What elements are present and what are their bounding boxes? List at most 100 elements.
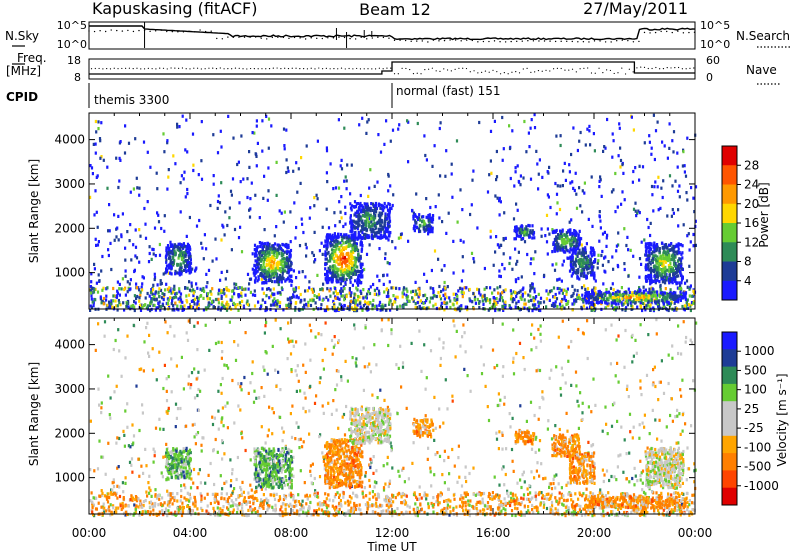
ground-scatter-cell bbox=[185, 294, 188, 298]
noise-cell bbox=[218, 201, 222, 205]
ground-scatter-cell bbox=[292, 293, 295, 297]
ground-scatter-cell bbox=[222, 304, 225, 308]
noise-cell bbox=[157, 213, 160, 217]
noise-cell bbox=[433, 144, 436, 148]
echo-cell bbox=[583, 271, 586, 275]
nave-point bbox=[318, 67, 320, 69]
ground-scatter-cell bbox=[382, 305, 385, 309]
ground-scatter-cell bbox=[317, 293, 320, 297]
echo-cell bbox=[424, 228, 427, 232]
echo-cell bbox=[343, 277, 346, 281]
echo-cell bbox=[354, 211, 357, 215]
nave-point bbox=[253, 67, 255, 70]
noise-cell bbox=[100, 121, 103, 125]
noise-cell bbox=[692, 232, 695, 237]
noise-cell bbox=[548, 232, 551, 236]
noise-cell bbox=[603, 256, 606, 260]
ground-scatter-cell bbox=[190, 289, 193, 293]
echo-cell bbox=[599, 291, 602, 295]
noise-cell bbox=[255, 119, 258, 123]
noise-cell bbox=[267, 287, 270, 291]
echo-cell bbox=[167, 264, 170, 268]
echo-cell bbox=[384, 212, 387, 216]
ground-scatter-cell bbox=[271, 299, 275, 303]
echo-cell bbox=[180, 251, 183, 255]
noise-cell bbox=[267, 117, 271, 121]
noise-cell bbox=[329, 287, 332, 291]
noise-cell bbox=[612, 188, 615, 192]
ground-scatter-cell bbox=[353, 292, 356, 296]
nave-point bbox=[208, 67, 210, 69]
echo-cell bbox=[351, 228, 354, 232]
echo-cell bbox=[287, 258, 291, 262]
noise-cell bbox=[118, 179, 121, 183]
echo-cell bbox=[647, 265, 650, 269]
ground-scatter-cell bbox=[232, 301, 235, 305]
nave-point bbox=[189, 68, 191, 70]
ground-scatter-cell bbox=[553, 303, 556, 307]
ground-scatter-cell bbox=[648, 287, 651, 291]
echo-cell bbox=[569, 228, 572, 232]
noise-cell bbox=[600, 253, 603, 258]
echo-cell bbox=[272, 246, 275, 251]
echo-cell bbox=[576, 274, 579, 278]
noise-cell bbox=[94, 237, 97, 241]
noise-cell bbox=[172, 154, 175, 158]
echo-cell bbox=[590, 265, 593, 269]
echo-cell bbox=[188, 251, 191, 255]
ground-scatter-cell bbox=[228, 289, 231, 293]
noise-cell bbox=[616, 205, 619, 209]
echo-cell bbox=[650, 277, 653, 281]
echo-cell bbox=[275, 266, 278, 270]
noise-cell bbox=[142, 140, 146, 144]
echo-cell bbox=[339, 273, 342, 277]
echo-cell bbox=[592, 265, 595, 269]
noise-cell bbox=[674, 179, 677, 183]
echo-cell bbox=[678, 268, 681, 272]
noise-cell bbox=[667, 308, 670, 313]
echo-cell bbox=[571, 254, 574, 258]
nsearch-point bbox=[138, 29, 140, 32]
ground-scatter-cell bbox=[253, 289, 256, 293]
noise-cell bbox=[478, 120, 481, 125]
ground-scatter-cell bbox=[571, 308, 574, 312]
ground-scatter-cell bbox=[239, 303, 242, 308]
echo-cell bbox=[590, 261, 593, 265]
ground-scatter-cell bbox=[226, 306, 229, 310]
noise-cell bbox=[118, 293, 121, 297]
noise-cell bbox=[221, 300, 224, 304]
echo-cell bbox=[579, 258, 582, 263]
ground-scatter-cell bbox=[573, 288, 576, 292]
echo-cell bbox=[428, 229, 431, 233]
echo-cell bbox=[286, 256, 289, 261]
echo-cell bbox=[342, 256, 345, 260]
noise-cell bbox=[397, 127, 400, 131]
echo-cell bbox=[587, 291, 590, 295]
echo-cell bbox=[169, 243, 172, 247]
echo-cell bbox=[258, 255, 261, 260]
echo-cell bbox=[571, 259, 574, 263]
ground-scatter-cell bbox=[652, 306, 655, 310]
noise-cell bbox=[561, 304, 564, 308]
noise-cell bbox=[152, 252, 155, 256]
ground-scatter-cell bbox=[357, 294, 360, 299]
echo-cell bbox=[167, 266, 171, 270]
nsearch-point bbox=[243, 36, 246, 38]
ground-scatter-cell bbox=[692, 300, 695, 304]
echo-cell bbox=[572, 249, 576, 253]
noise-cell bbox=[181, 114, 184, 118]
nsearch-point bbox=[316, 37, 318, 40]
echo-cell bbox=[525, 227, 528, 231]
echo-cell bbox=[582, 258, 585, 262]
ground-scatter-cell bbox=[552, 295, 555, 299]
echo-cell bbox=[355, 236, 358, 240]
nsearch-point bbox=[132, 30, 135, 33]
echo-cell bbox=[357, 208, 360, 212]
echo-cell bbox=[186, 263, 189, 267]
noise-cell bbox=[313, 196, 316, 200]
noise-cell bbox=[203, 233, 206, 237]
noise-cell bbox=[555, 262, 558, 266]
noise-cell bbox=[503, 211, 506, 215]
echo-cell bbox=[589, 270, 592, 274]
echo-cell bbox=[253, 254, 257, 258]
